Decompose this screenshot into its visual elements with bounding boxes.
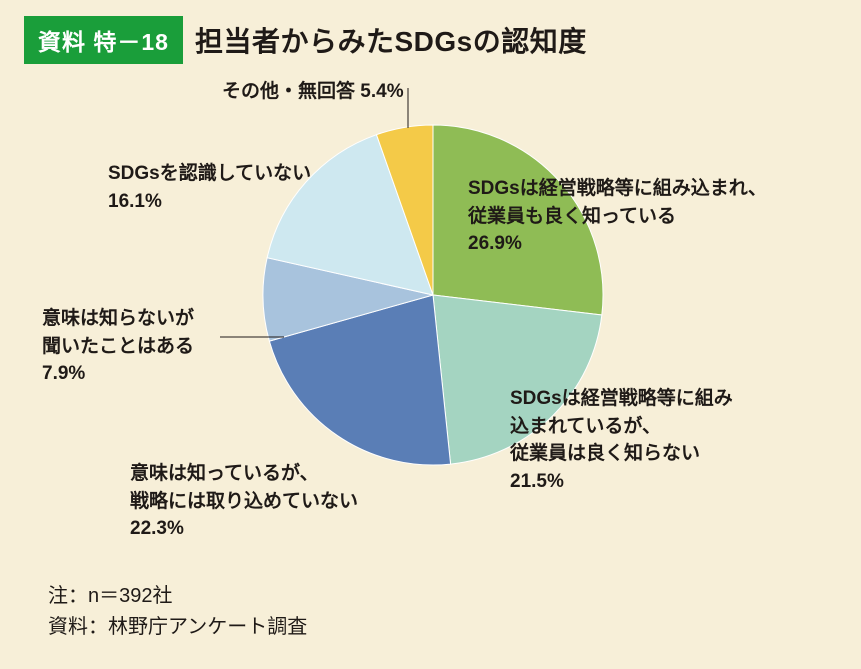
slice-label-s3: 意味は知っているが、戦略には取り込めていない22.3% xyxy=(130,460,358,543)
slice-label-s5: SDGsを認識していない16.1% xyxy=(108,160,311,215)
slice-label-s2: SDGsは経営戦略等に組み込まれているが、従業員は良く知らない21.5% xyxy=(510,385,733,495)
slice-label-s6: その他・無回答 5.4% xyxy=(222,78,404,106)
figure-title: 担当者からみたSDGsの認知度 xyxy=(195,20,587,60)
page-root: 資料 特－18 担当者からみたSDGsの認知度 SDGsは経営戦略等に組み込まれ… xyxy=(0,0,861,669)
figure-badge: 資料 特－18 xyxy=(24,16,183,64)
slice-label-s4: 意味は知らないが聞いたことはある7.9% xyxy=(42,305,194,388)
footnote-source: 資料：林野庁アンケート調査 xyxy=(48,612,307,643)
footnotes: 注：n＝392社 資料：林野庁アンケート調査 xyxy=(48,581,307,643)
header: 資料 特－18 担当者からみたSDGsの認知度 xyxy=(24,16,587,64)
footnote-n: 注：n＝392社 xyxy=(48,581,307,612)
slice-label-s1: SDGsは経営戦略等に組み込まれ、従業員も良く知っている26.9% xyxy=(468,175,767,258)
